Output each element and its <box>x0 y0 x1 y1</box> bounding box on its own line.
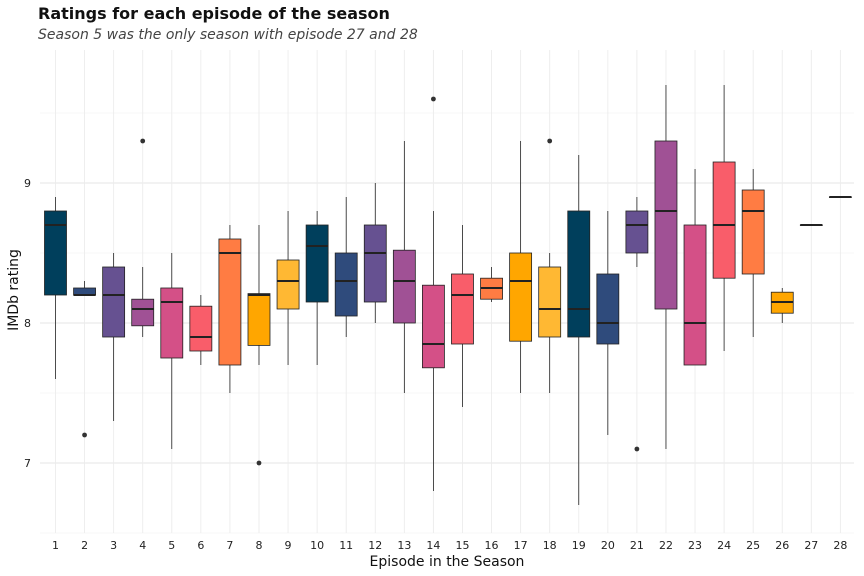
box-episode-10 <box>305 211 329 365</box>
x-tick-label: 7 <box>226 539 233 552</box>
y-tick-label: 8 <box>24 317 31 330</box>
box-episode-22 <box>654 85 678 449</box>
x-tick-label: 6 <box>197 539 204 552</box>
box-episode-18 <box>538 138 562 393</box>
box-episode-24 <box>712 85 736 351</box>
x-tick-label: 19 <box>572 539 586 552</box>
x-tick-label: 10 <box>310 539 324 552</box>
box-body <box>305 224 329 303</box>
x-tick-label: 8 <box>255 539 262 552</box>
box-episode-3 <box>102 253 126 421</box>
box-episode-16 <box>480 267 503 302</box>
x-tick-label: 1 <box>52 539 59 552</box>
box-episode-13 <box>392 141 416 393</box>
box-body <box>44 210 67 296</box>
box-body <box>73 287 96 296</box>
box-episode-2 <box>73 281 96 438</box>
outlier-point <box>431 96 436 102</box>
y-axis-title: IMDb rating <box>6 249 22 331</box>
box-episode-4 <box>131 138 155 337</box>
outlier-point <box>634 446 640 452</box>
box-episode-28 <box>828 196 852 198</box>
box-episode-20 <box>596 211 620 435</box>
box-episode-11 <box>334 197 358 337</box>
box-body <box>567 210 591 338</box>
box-body <box>712 161 736 279</box>
x-tick-label: 9 <box>285 539 292 552</box>
box-episode-19 <box>567 155 591 505</box>
box-episode-23 <box>683 169 707 366</box>
x-tick-label: 15 <box>455 539 469 552</box>
chart-title: Ratings for each episode of the season <box>38 4 390 23</box>
box-body <box>741 189 765 275</box>
box-body <box>683 224 707 366</box>
box-episode-21 <box>625 197 649 452</box>
box-episode-27 <box>799 224 823 226</box>
x-tick-label: 5 <box>168 539 175 552</box>
x-tick-label: 14 <box>426 539 440 552</box>
box-body <box>160 287 184 359</box>
box-body <box>625 210 649 254</box>
y-tick-label: 9 <box>24 177 31 190</box>
box-body <box>247 293 271 346</box>
box-episode-1 <box>44 197 67 379</box>
box-body <box>538 266 562 338</box>
outlier-point <box>547 138 553 144</box>
box-episode-5 <box>160 253 184 449</box>
box-body <box>102 266 126 338</box>
x-tick-label: 26 <box>775 539 789 552</box>
x-tick-label: 18 <box>543 539 557 552</box>
box-body <box>596 273 620 345</box>
outlier-point <box>82 432 87 438</box>
box-episode-6 <box>189 295 213 365</box>
x-tick-label: 28 <box>833 539 847 552</box>
x-tick-label: 24 <box>717 539 731 552</box>
x-tick-label: 22 <box>659 539 673 552</box>
box-episode-25 <box>741 169 765 337</box>
box-body <box>392 249 416 324</box>
box-episode-8 <box>247 225 271 466</box>
box-episode-17 <box>509 141 533 393</box>
box-body <box>189 305 213 352</box>
x-tick-label: 20 <box>601 539 615 552</box>
box-body <box>334 252 358 317</box>
outlier-point <box>256 460 262 466</box>
x-tick-label: 25 <box>746 539 760 552</box>
x-tick-label: 2 <box>81 539 88 552</box>
x-tick-label: 17 <box>514 539 528 552</box>
box-body <box>451 273 474 345</box>
x-tick-labels: 1 2 3 4 5 6 7 8 9 10 11 12 13 14 15 16 17 18 19 20 21 22 23 24 2… <box>52 539 847 552</box>
y-tick-label: 7 <box>24 457 31 470</box>
y-tick-labels: 7 8 9 <box>24 177 31 470</box>
box-body <box>218 238 242 366</box>
box-body <box>276 259 300 310</box>
box-episode-7 <box>218 225 242 393</box>
x-tick-label: 23 <box>688 539 702 552</box>
x-tick-label: 27 <box>804 539 818 552</box>
box-body <box>509 252 533 342</box>
box-body <box>422 284 445 369</box>
outlier-point <box>140 138 146 144</box>
x-tick-label: 12 <box>368 539 382 552</box>
box-episode-12 <box>363 183 387 323</box>
box-episode-15 <box>451 225 474 407</box>
x-tick-label: 3 <box>110 539 117 552</box>
box-episode-9 <box>276 211 300 365</box>
chart-subtitle: Season 5 was the only season with episod… <box>38 27 418 43</box>
box-body <box>131 298 155 327</box>
box-body <box>654 140 678 310</box>
box-body <box>363 224 387 303</box>
x-axis-title: Episode in the Season <box>370 554 525 570</box>
x-tick-label: 16 <box>485 539 499 552</box>
x-tick-label: 21 <box>630 539 644 552</box>
x-tick-label: 13 <box>397 539 411 552</box>
x-tick-label: 11 <box>339 539 353 552</box>
box-episode-14 <box>422 96 445 491</box>
boxes <box>44 85 852 505</box>
box-episode-26 <box>770 288 794 323</box>
x-tick-label: 4 <box>139 539 146 552</box>
